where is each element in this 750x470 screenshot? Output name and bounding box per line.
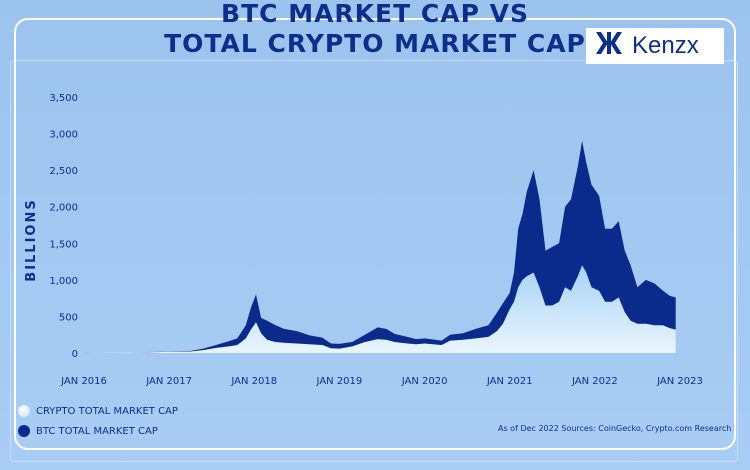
- y-axis-label: BILLIONS: [24, 198, 39, 281]
- y-tick-label: 2,000: [49, 203, 78, 214]
- kenzx-logo: Kenzx: [586, 28, 724, 64]
- source-note: As of Dec 2022 Sources: CoinGecko, Crypt…: [498, 424, 732, 433]
- y-tick-label: 0: [72, 349, 78, 360]
- x-tick-label: JAN 2020: [401, 376, 448, 387]
- y-tick-label: 2,500: [49, 166, 78, 177]
- x-axis-ticks: JAN 2016 JAN 2017 JAN 2018 JAN 2019 JAN 2020…: [60, 376, 703, 387]
- chart-title-line-1: BTC MARKET CAP VS: [221, 0, 529, 28]
- btc-market-cap-area: [84, 140, 676, 353]
- legend-item-btc: BTC TOTAL MARKET CAP: [18, 425, 158, 437]
- legend-btc-label: BTC TOTAL MARKET CAP: [36, 425, 158, 437]
- x-tick-label: JAN 2016: [60, 376, 107, 387]
- legend-total-label: CRYPTO TOTAL MARKET CAP: [36, 405, 178, 417]
- y-tick-label: 1,500: [49, 239, 78, 250]
- y-tick-label: 500: [59, 312, 78, 323]
- x-tick-label: JAN 2021: [486, 376, 533, 387]
- x-tick-label: JAN 2023: [656, 376, 703, 387]
- logo-text: Kenzx: [632, 32, 699, 59]
- chart-areas: [84, 140, 676, 353]
- chart-panel: [10, 60, 738, 462]
- chart-frame: [14, 18, 736, 450]
- chart-title-line-2: TOTAL CRYPTO MARKET CAP: [164, 29, 586, 58]
- y-tick-label: 1,000: [49, 276, 78, 287]
- legend-btc-swatch: [18, 425, 30, 437]
- x-tick-label: JAN 2022: [571, 376, 618, 387]
- legend-total-swatch: [18, 405, 30, 417]
- x-tick-label: JAN 2019: [316, 376, 363, 387]
- y-tick-label: 3,500: [49, 93, 78, 104]
- y-tick-label: 3,000: [49, 130, 78, 141]
- x-tick-label: JAN 2017: [145, 376, 192, 387]
- crypto-total-area: [84, 265, 676, 353]
- legend-item-total: CRYPTO TOTAL MARKET CAP: [18, 405, 178, 417]
- y-axis-ticks: 0 500 1,000 1,500 2,000 2,500 3,000 3,500: [49, 93, 78, 360]
- kenzx-logo-icon: [594, 30, 624, 62]
- x-tick-label: JAN 2018: [230, 376, 277, 387]
